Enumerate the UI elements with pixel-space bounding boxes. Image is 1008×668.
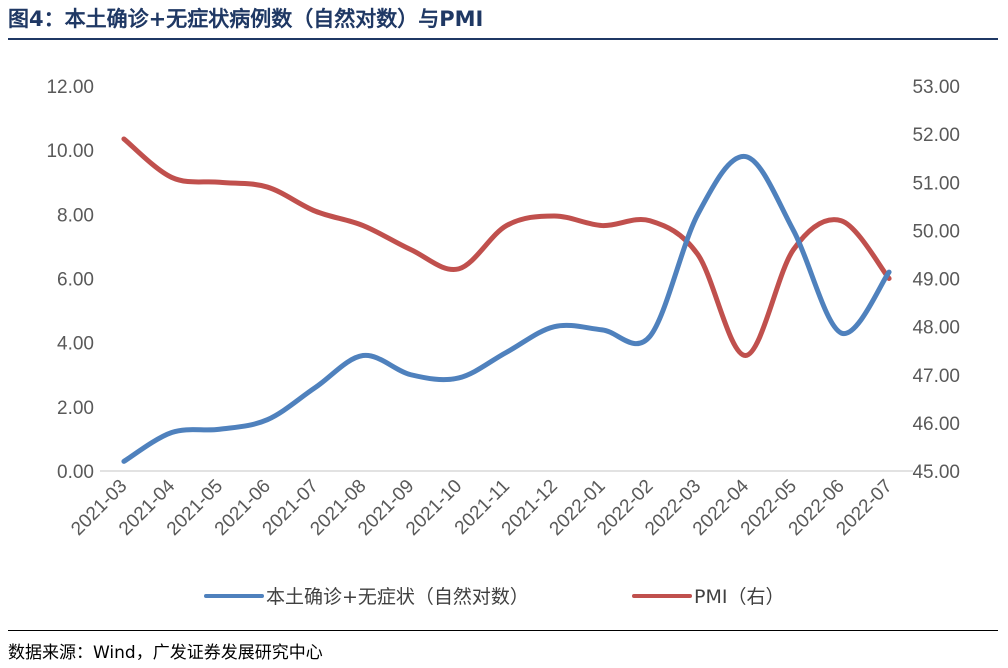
left-tick-label: 8.00 <box>57 205 94 226</box>
legend-label-pmi: PMI（右） <box>694 586 784 608</box>
series-line-pmi <box>121 136 892 358</box>
source-note: 数据来源：Wind，广发证券发展研究中心 <box>8 643 323 663</box>
right-tick-label: 50.00 <box>912 221 960 242</box>
series-line-cases <box>121 154 892 464</box>
legend: 本土确诊+无症状（自然对数） PMI（右） <box>204 586 784 608</box>
right-axis-ticks: 45.00 46.00 47.00 48.00 49.00 50.00 51.00 52.00… <box>912 77 960 483</box>
left-tick-label: 4.00 <box>57 334 94 355</box>
series-layer <box>121 136 892 464</box>
figure-title: 图4：本土确诊+无症状病例数（自然对数）与PMI <box>8 7 484 31</box>
source-rule <box>8 630 998 631</box>
right-tick-label: 53.00 <box>912 77 960 98</box>
right-tick-label: 49.00 <box>912 270 960 291</box>
left-tick-label: 10.00 <box>46 141 94 162</box>
title-rule <box>8 38 998 40</box>
left-tick-label: 2.00 <box>57 398 94 419</box>
right-tick-label: 45.00 <box>912 462 960 483</box>
legend-label-cases: 本土确诊+无症状（自然对数） <box>266 586 529 608</box>
x-axis-ticks: 2021-032021-042021-052021-062021-072021-… <box>67 475 896 539</box>
right-tick-label: 48.00 <box>912 318 960 339</box>
right-tick-label: 46.00 <box>912 414 960 435</box>
right-tick-label: 51.00 <box>912 173 960 194</box>
left-tick-label: 0.00 <box>57 462 94 483</box>
line-chart: 0.00 2.00 4.00 6.00 8.00 10.00 12.00 45.00 46.0… <box>46 77 960 608</box>
right-tick-label: 47.00 <box>912 366 960 387</box>
left-axis-ticks: 0.00 2.00 4.00 6.00 8.00 10.00 12.00 <box>46 77 94 483</box>
left-tick-label: 12.00 <box>46 77 94 98</box>
left-tick-label: 6.00 <box>57 270 94 291</box>
right-tick-label: 52.00 <box>912 125 960 146</box>
